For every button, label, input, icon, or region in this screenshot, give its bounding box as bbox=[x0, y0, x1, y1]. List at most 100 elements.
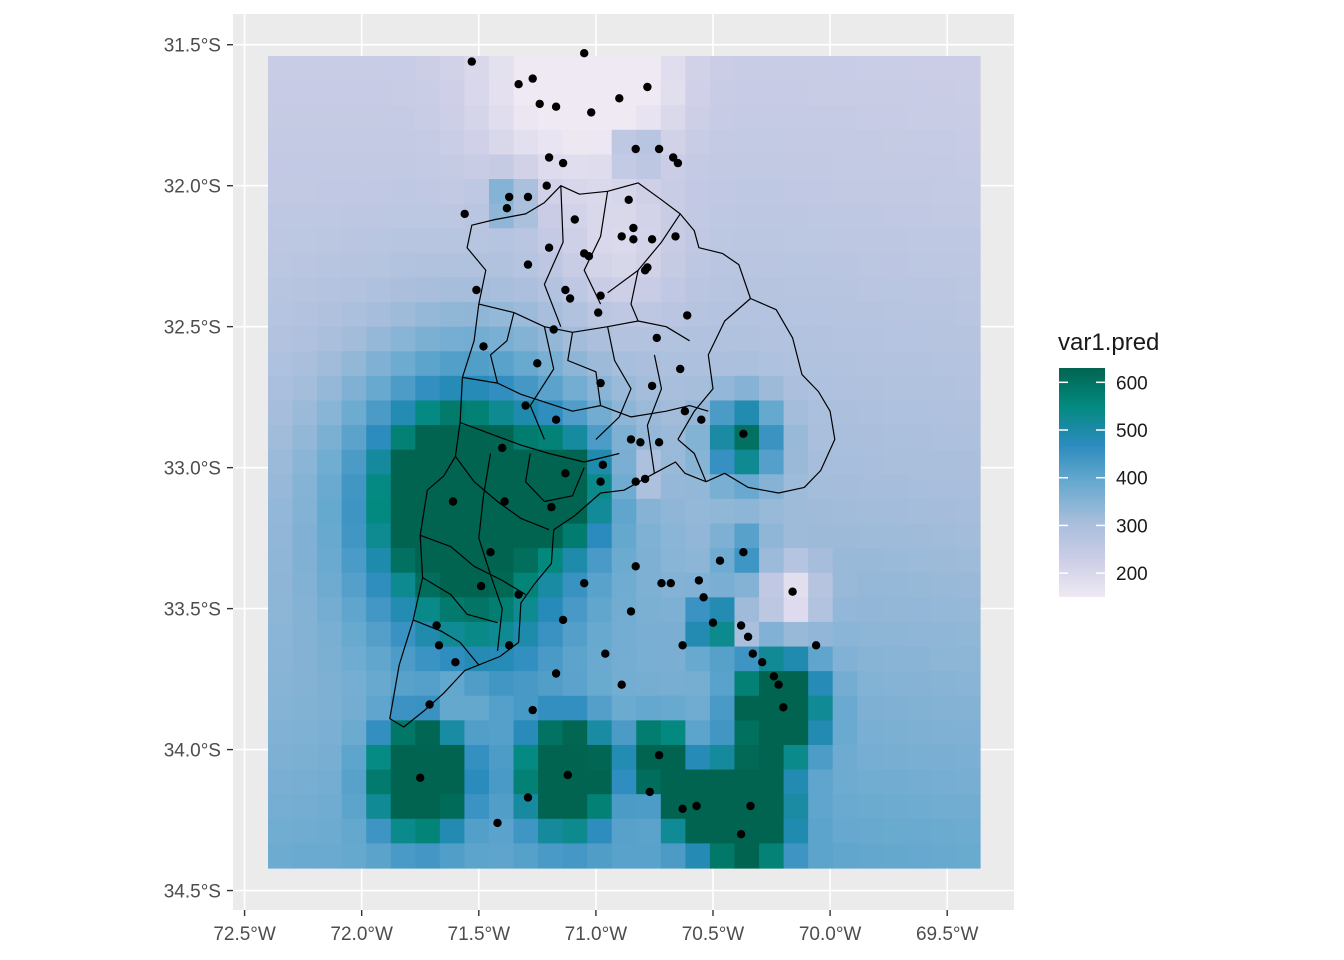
raster-cell bbox=[636, 671, 662, 697]
raster-cell bbox=[415, 597, 441, 623]
raster-cell bbox=[464, 498, 490, 525]
station-point bbox=[631, 562, 640, 571]
raster-cell bbox=[906, 203, 932, 229]
raster-cell bbox=[538, 129, 564, 156]
raster-cell bbox=[366, 179, 392, 205]
station-point bbox=[694, 576, 704, 585]
raster-cell bbox=[685, 523, 711, 549]
station-point bbox=[645, 787, 654, 797]
raster-cell bbox=[930, 720, 957, 746]
raster-cell bbox=[808, 646, 834, 672]
raster-cell bbox=[292, 56, 318, 82]
raster-cell bbox=[660, 498, 686, 525]
raster-cell bbox=[636, 597, 662, 623]
raster-cell bbox=[881, 425, 907, 451]
raster-cell bbox=[562, 671, 588, 697]
raster-cell bbox=[513, 449, 539, 475]
raster-cell bbox=[636, 548, 662, 574]
raster-cell bbox=[513, 154, 539, 180]
raster-cell bbox=[390, 302, 416, 328]
raster-cell bbox=[464, 597, 490, 623]
raster-cell bbox=[783, 621, 809, 648]
raster-cell bbox=[488, 671, 515, 697]
raster-cell bbox=[906, 351, 932, 377]
raster-cell bbox=[832, 744, 858, 771]
raster-cell bbox=[464, 474, 490, 500]
raster-cell bbox=[808, 351, 834, 377]
raster-cell bbox=[390, 449, 416, 475]
raster-cell bbox=[832, 277, 858, 303]
station-point bbox=[643, 263, 652, 272]
raster-cell bbox=[390, 105, 416, 131]
raster-cell bbox=[783, 794, 809, 820]
station-point bbox=[617, 680, 626, 689]
raster-cell bbox=[341, 769, 367, 795]
raster-cell bbox=[734, 597, 760, 623]
raster-cell bbox=[464, 695, 490, 721]
raster-cell bbox=[464, 671, 490, 697]
raster-cell bbox=[783, 597, 809, 623]
raster-cell bbox=[415, 203, 441, 229]
raster-cell bbox=[857, 203, 883, 229]
raster-cell bbox=[955, 351, 981, 377]
raster-cell bbox=[268, 228, 294, 254]
raster-cell bbox=[955, 449, 981, 475]
raster-cell bbox=[660, 769, 686, 795]
raster-cell bbox=[734, 449, 760, 475]
raster-cell bbox=[955, 794, 981, 820]
raster-cell bbox=[660, 671, 686, 697]
raster-cell bbox=[317, 80, 343, 106]
raster-cell bbox=[881, 646, 907, 672]
x-tick-69-5w: 69.5°W bbox=[916, 910, 979, 945]
raster-cell bbox=[587, 572, 613, 598]
raster-cell bbox=[881, 548, 907, 574]
raster-cell bbox=[341, 720, 367, 746]
raster-cell bbox=[513, 129, 539, 156]
station-point bbox=[434, 641, 444, 650]
raster-cell bbox=[955, 621, 981, 648]
raster-cell bbox=[488, 80, 515, 106]
raster-cell bbox=[808, 794, 834, 820]
raster-cell bbox=[881, 720, 907, 746]
raster-cell bbox=[832, 548, 858, 574]
x-axis: 72.5°W 72.0°W 71.5°W 71.0°W 70.5°W 70.0°… bbox=[213, 910, 979, 945]
raster-cell bbox=[538, 794, 564, 820]
raster-cell bbox=[734, 646, 760, 672]
raster-cell bbox=[268, 400, 294, 426]
raster-cell bbox=[930, 498, 957, 525]
raster-cell bbox=[857, 228, 883, 254]
raster-cell bbox=[857, 597, 883, 623]
raster-cell bbox=[415, 326, 441, 352]
raster-cell bbox=[685, 375, 711, 402]
raster-cell bbox=[439, 80, 466, 106]
raster-cell bbox=[390, 744, 416, 771]
raster-cell bbox=[464, 252, 490, 279]
raster-cell bbox=[292, 400, 318, 426]
raster-cell bbox=[268, 105, 294, 131]
raster-cell bbox=[587, 400, 613, 426]
raster-cell bbox=[611, 326, 637, 352]
station-point bbox=[551, 669, 561, 678]
station-point bbox=[596, 291, 605, 300]
raster-cell bbox=[611, 523, 637, 549]
raster-cell bbox=[317, 326, 343, 352]
raster-cell bbox=[415, 56, 441, 82]
raster-cell bbox=[881, 474, 907, 500]
raster-cell bbox=[562, 302, 588, 328]
raster-cell bbox=[268, 720, 294, 746]
raster-cell bbox=[636, 572, 662, 598]
raster-cell bbox=[906, 695, 932, 721]
raster-cell bbox=[562, 695, 588, 721]
raster-cell bbox=[857, 720, 883, 746]
raster-cell bbox=[611, 56, 637, 82]
raster-cell bbox=[488, 154, 515, 180]
raster-cell bbox=[317, 252, 343, 279]
raster-cell bbox=[292, 548, 318, 574]
raster-cell bbox=[538, 818, 564, 844]
raster-cell bbox=[415, 474, 441, 500]
raster-cell bbox=[611, 843, 637, 869]
raster-cell bbox=[366, 769, 392, 795]
raster-cell bbox=[709, 375, 736, 402]
raster-cell bbox=[709, 769, 736, 795]
raster-cell bbox=[513, 375, 539, 402]
